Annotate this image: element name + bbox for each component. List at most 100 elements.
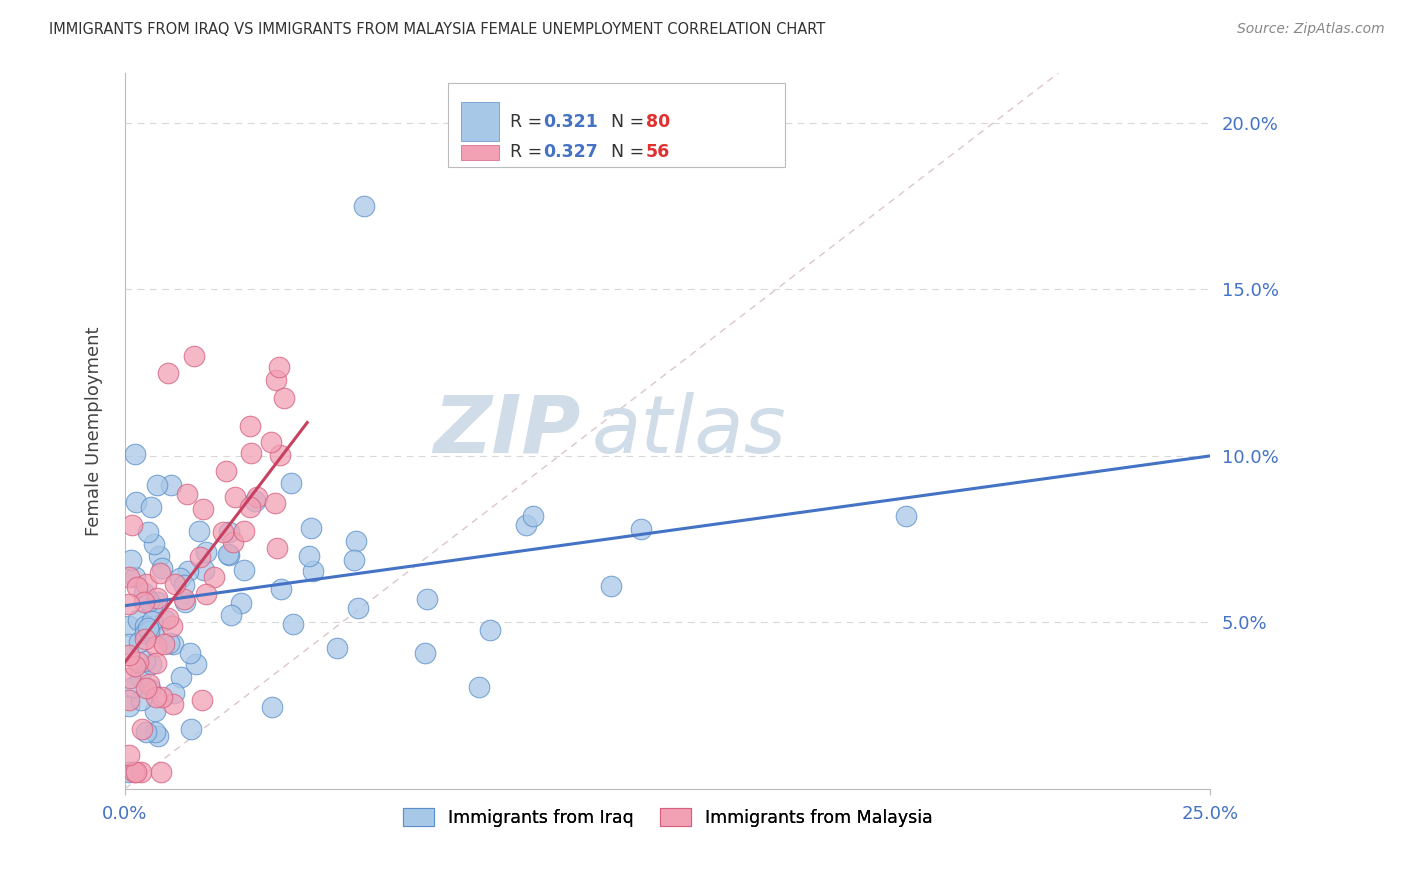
Point xyxy=(134,626,156,640)
Point xyxy=(141,614,163,628)
Point xyxy=(143,704,166,718)
Point xyxy=(150,690,173,704)
Point xyxy=(259,434,281,449)
Point xyxy=(125,765,148,780)
Point xyxy=(239,419,262,434)
Point xyxy=(218,524,240,539)
Point xyxy=(143,537,166,551)
Point xyxy=(297,549,319,564)
Point xyxy=(162,697,184,711)
Point xyxy=(212,524,235,539)
Point xyxy=(218,548,240,562)
Point xyxy=(138,677,160,691)
Text: R =: R = xyxy=(510,112,548,130)
Point xyxy=(131,723,153,737)
Point xyxy=(134,632,156,646)
Point xyxy=(127,613,149,627)
Point xyxy=(136,622,159,636)
Point xyxy=(239,446,262,460)
Point xyxy=(122,680,145,694)
Point xyxy=(150,561,173,575)
Point xyxy=(232,563,254,577)
Point xyxy=(326,641,349,656)
Point xyxy=(139,681,162,696)
Point xyxy=(148,730,170,744)
Point xyxy=(150,765,173,780)
Point xyxy=(124,659,146,673)
Point xyxy=(145,656,167,670)
Point xyxy=(136,525,159,540)
Point xyxy=(139,657,162,671)
Point xyxy=(135,725,157,739)
Point xyxy=(193,563,215,577)
Point xyxy=(141,599,163,613)
Point xyxy=(139,500,162,514)
Point xyxy=(135,576,157,591)
Point xyxy=(143,725,166,739)
FancyBboxPatch shape xyxy=(449,83,785,168)
Point xyxy=(183,349,205,363)
Text: 80: 80 xyxy=(645,112,671,130)
Point xyxy=(125,495,148,509)
Point xyxy=(145,690,167,704)
FancyBboxPatch shape xyxy=(461,102,499,141)
Point xyxy=(299,521,322,535)
Point xyxy=(157,611,180,625)
Point xyxy=(118,648,141,662)
Point xyxy=(267,359,290,374)
Text: N =: N = xyxy=(600,143,650,161)
Point xyxy=(180,722,202,736)
Legend: Immigrants from Iraq, Immigrants from Malaysia: Immigrants from Iraq, Immigrants from Ma… xyxy=(395,801,939,834)
Point xyxy=(134,654,156,668)
Point xyxy=(215,464,238,478)
Point xyxy=(142,626,165,640)
Point xyxy=(129,692,152,706)
Point xyxy=(188,549,211,564)
Point xyxy=(138,594,160,608)
Point xyxy=(343,553,366,567)
Text: Source: ZipAtlas.com: Source: ZipAtlas.com xyxy=(1237,22,1385,37)
Point xyxy=(162,619,184,633)
Point xyxy=(174,595,197,609)
Point xyxy=(273,392,295,406)
Text: R =: R = xyxy=(510,143,548,161)
Point xyxy=(263,496,285,510)
Point xyxy=(191,693,214,707)
Point xyxy=(157,366,180,380)
Point xyxy=(118,597,141,611)
Point xyxy=(246,490,269,504)
Point xyxy=(229,596,252,610)
Point xyxy=(176,487,198,501)
Point xyxy=(124,569,146,583)
Point xyxy=(260,700,283,714)
Point xyxy=(302,564,325,578)
Point xyxy=(146,478,169,492)
Point xyxy=(160,478,183,492)
Point xyxy=(121,518,143,533)
Point xyxy=(163,686,186,700)
Point xyxy=(413,646,436,660)
Point xyxy=(146,595,169,609)
Point xyxy=(122,765,145,780)
Point xyxy=(266,541,288,555)
FancyBboxPatch shape xyxy=(461,145,499,161)
Point xyxy=(416,592,439,607)
Point xyxy=(896,508,918,523)
Point xyxy=(149,566,172,580)
Point xyxy=(124,447,146,461)
Point xyxy=(132,585,155,599)
Point xyxy=(270,582,292,597)
Point xyxy=(152,637,174,651)
Point xyxy=(468,680,491,694)
Point xyxy=(153,613,176,627)
Point xyxy=(243,494,266,508)
Point xyxy=(145,640,167,654)
Y-axis label: Female Unemployment: Female Unemployment xyxy=(86,326,103,536)
Point xyxy=(118,570,141,584)
Point xyxy=(128,634,150,648)
Point xyxy=(478,623,501,637)
Point xyxy=(515,518,537,533)
Point xyxy=(173,591,195,606)
Point xyxy=(346,601,368,615)
Point xyxy=(232,524,254,539)
